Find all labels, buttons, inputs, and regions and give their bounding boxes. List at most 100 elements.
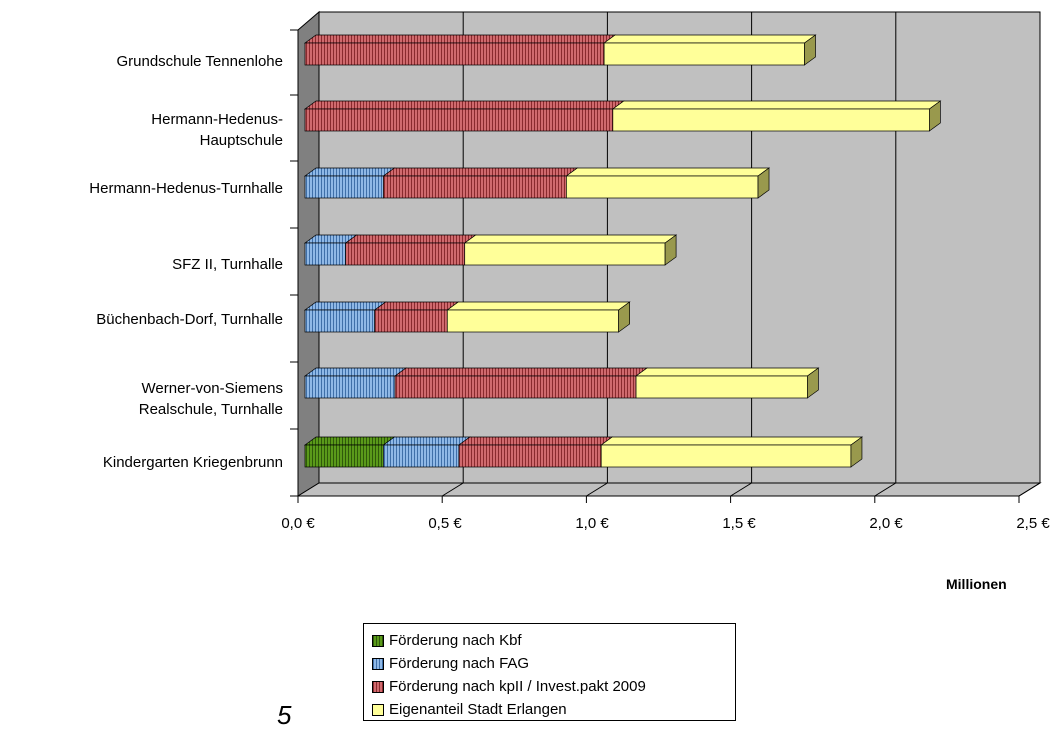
bar-segment-top	[344, 234, 477, 244]
x-tick-label: 0,5 €	[428, 515, 462, 532]
x-tick-label: 0,0 €	[281, 515, 315, 532]
category-label: Büchenbach-Dorf, Turnhalle	[96, 311, 283, 328]
x-tick-label: 1,0 €	[575, 515, 609, 532]
legend-label: Eigenanteil Stadt Erlangen	[389, 701, 567, 718]
bar-segment	[373, 301, 460, 333]
bar-segment-top	[463, 234, 678, 244]
bar-segment-front	[635, 375, 808, 399]
bar-segment-top	[382, 436, 471, 446]
bar-segment-front	[374, 309, 448, 333]
bar-segment-top	[457, 436, 614, 446]
legend-swatch-eigenanteil	[372, 703, 384, 716]
bar-segment-front	[304, 108, 614, 132]
bar-segment	[603, 34, 817, 66]
bar-segment-front	[304, 242, 347, 266]
bar-segment-top	[373, 301, 460, 311]
x-tick-label: 2,0 €	[869, 515, 903, 532]
bar-segment	[303, 100, 625, 132]
bar-segment-front	[600, 444, 852, 468]
bar-segment-front	[383, 444, 460, 468]
floor-gridline	[874, 482, 897, 497]
bar-segment	[303, 301, 387, 333]
floor-gridline	[441, 482, 464, 497]
bar-segment-top	[303, 167, 396, 177]
bar-segment	[303, 167, 396, 199]
floor-gridline	[1018, 482, 1041, 497]
bar-segment	[382, 167, 579, 199]
bar-segment-front	[603, 42, 805, 66]
category-label: Werner-von-Siemens Realschule, Turnhalle	[138, 380, 283, 418]
legend-item-eigenanteil: Eigenanteil Stadt Erlangen	[372, 698, 735, 721]
category-label: Kindergarten Kriegenbrunn	[102, 454, 283, 471]
bar-segment	[344, 234, 477, 266]
bar-end-face	[757, 167, 770, 199]
bar-segment-front	[612, 108, 930, 132]
bar-segment-top	[303, 100, 625, 110]
legend-item-fag: Förderung nach FAG	[372, 652, 735, 675]
bar-segment-front	[345, 242, 466, 266]
axis-ticks	[290, 29, 1020, 503]
bar-segment-front	[464, 242, 666, 266]
bar-segment-front	[458, 444, 602, 468]
bar-end-face	[850, 436, 863, 468]
legend-swatch-fag	[372, 657, 384, 670]
bar-segment	[303, 234, 358, 266]
bar-segment-top	[393, 367, 649, 377]
legend-item-kpii: Förderung nach kpII / Invest.pakt 2009	[372, 675, 735, 698]
bar-end-face	[804, 34, 816, 66]
category-label: SFZ II, Turnhalle	[172, 256, 283, 273]
bar-segment-top	[382, 167, 579, 177]
bar-segment-top	[303, 367, 408, 377]
category-label: Hermann-Hedenus-Turnhalle	[89, 180, 283, 197]
legend-swatch-kbf	[372, 634, 384, 647]
bar-segment-front	[304, 175, 384, 199]
bar-segment-top	[611, 100, 942, 110]
bar-segment-top	[603, 34, 817, 44]
axis-unit-label: Millionen	[946, 576, 1007, 592]
legend-label: Förderung nach Kbf	[389, 632, 522, 649]
floor-gridline	[586, 482, 608, 497]
plot-floor	[296, 482, 1042, 497]
bar-end-face	[807, 367, 819, 399]
bar-segment-top	[565, 167, 771, 177]
bar-segment-top	[303, 34, 617, 44]
bars	[303, 34, 942, 468]
legend-label: Förderung nach FAG	[389, 655, 530, 672]
bar-segment-top	[446, 301, 631, 311]
bar-segment	[457, 436, 614, 468]
bar-segment-front	[304, 444, 384, 468]
bar-segment	[565, 167, 771, 199]
bar-segment-front	[566, 175, 759, 199]
bar-segment-front	[304, 42, 605, 66]
bar-segment-top	[600, 436, 864, 446]
legend-item-kbf: Förderung nach Kbf	[372, 629, 735, 652]
bar-segment	[463, 234, 678, 266]
bar-segment	[382, 436, 471, 468]
x-tick-label: 1,5 €	[722, 515, 756, 532]
bar-end-face	[929, 100, 941, 132]
bar-end-face	[618, 301, 630, 333]
stray-page-mark: 5	[277, 700, 292, 730]
bar-segment	[393, 367, 649, 399]
category-label: Grundschule Tennenlohe	[116, 53, 283, 70]
bar-segment	[634, 367, 820, 399]
legend: Förderung nach Kbf Förderung nach FAG Fö…	[363, 623, 736, 721]
bar-segment-top	[634, 367, 820, 377]
floor-gridline	[730, 482, 752, 497]
bar-segment-top	[303, 301, 387, 311]
x-tick-label: 2,5 €	[1016, 515, 1050, 532]
bar-segment	[600, 436, 864, 468]
legend-label: Förderung nach kpII / Invest.pakt 2009	[389, 678, 646, 695]
bar-segment-front	[304, 309, 376, 333]
bar-segment-front	[304, 375, 396, 399]
legend-swatch-kpii	[372, 680, 384, 693]
bar-segment-top	[303, 436, 396, 446]
category-label: Hermann-Hedenus- Hauptschule	[151, 111, 283, 149]
bar-segment	[303, 367, 408, 399]
bar-segment	[611, 100, 942, 132]
bar-segment	[303, 34, 617, 66]
bar-segment-front	[383, 175, 567, 199]
bar-segment-front	[394, 375, 637, 399]
bar-segment	[446, 301, 631, 333]
